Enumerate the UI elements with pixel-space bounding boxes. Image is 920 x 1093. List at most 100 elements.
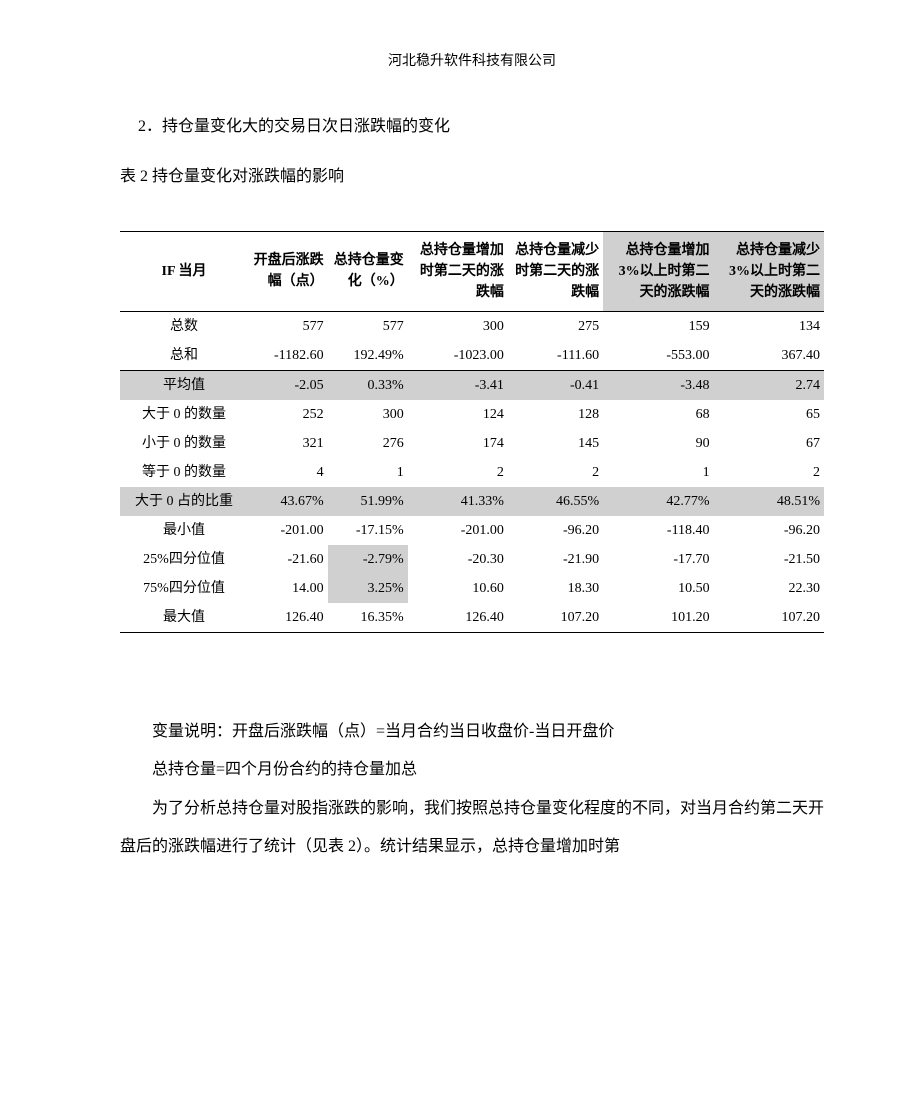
cell: 48.51% <box>714 487 824 516</box>
cell: 4 <box>248 458 328 487</box>
cell: -20.30 <box>408 545 508 574</box>
cell: 107.20 <box>714 603 824 633</box>
cell: 276 <box>328 429 408 458</box>
row-label: 等于 0 的数量 <box>120 458 248 487</box>
cell: 159 <box>603 311 713 341</box>
table-row: 等于 0 的数量412212 <box>120 458 824 487</box>
cell: 126.40 <box>408 603 508 633</box>
col-header-6: 总持仓量减少 3%以上时第二天的涨跌幅 <box>714 231 824 311</box>
col-header-0: IF 当月 <box>120 231 248 311</box>
cell: -118.40 <box>603 516 713 545</box>
cell: 2 <box>508 458 603 487</box>
table-body: 总数577577300275159134总和-1182.60192.49%-10… <box>120 311 824 632</box>
table-header-row: IF 当月 开盘后涨跌幅（点） 总持仓量变化（%） 总持仓量增加时第二天的涨跌幅… <box>120 231 824 311</box>
cell: -553.00 <box>603 341 713 371</box>
cell: 126.40 <box>248 603 328 633</box>
cell: 321 <box>248 429 328 458</box>
col-header-2: 总持仓量变化（%） <box>328 231 408 311</box>
table-row: 总和-1182.60192.49%-1023.00-111.60-553.003… <box>120 341 824 371</box>
cell: 367.40 <box>714 341 824 371</box>
cell: -96.20 <box>508 516 603 545</box>
cell: -96.20 <box>714 516 824 545</box>
cell: 22.30 <box>714 574 824 603</box>
cell: 300 <box>328 400 408 429</box>
cell: 252 <box>248 400 328 429</box>
row-label: 25%四分位值 <box>120 545 248 574</box>
table-row: 大于 0 占的比重43.67%51.99%41.33%46.55%42.77%4… <box>120 487 824 516</box>
section-title: 2．持仓量变化大的交易日次日涨跌幅的变化 <box>138 112 824 142</box>
row-label: 75%四分位值 <box>120 574 248 603</box>
row-label: 总和 <box>120 341 248 371</box>
cell: 107.20 <box>508 603 603 633</box>
data-table: IF 当月 开盘后涨跌幅（点） 总持仓量变化（%） 总持仓量增加时第二天的涨跌幅… <box>120 231 824 633</box>
table-row: 最小值-201.00-17.15%-201.00-96.20-118.40-96… <box>120 516 824 545</box>
table-row: 75%四分位值14.003.25%10.6018.3010.5022.30 <box>120 574 824 603</box>
cell: -21.50 <box>714 545 824 574</box>
body-paragraph-3: 为了分析总持仓量对股指涨跌的影响，我们按照总持仓量变化程度的不同，对当月合约第二… <box>120 790 824 867</box>
cell: 192.49% <box>328 341 408 371</box>
cell: 128 <box>508 400 603 429</box>
col-header-1: 开盘后涨跌幅（点） <box>248 231 328 311</box>
cell: 275 <box>508 311 603 341</box>
cell: -21.90 <box>508 545 603 574</box>
table-caption: 表 2 持仓量变化对涨跌幅的影响 <box>120 162 824 192</box>
cell: 1 <box>328 458 408 487</box>
row-label: 大于 0 占的比重 <box>120 487 248 516</box>
cell: 46.55% <box>508 487 603 516</box>
table-row: 小于 0 的数量3212761741459067 <box>120 429 824 458</box>
cell: 300 <box>408 311 508 341</box>
cell: 174 <box>408 429 508 458</box>
cell: 3.25% <box>328 574 408 603</box>
row-label: 大于 0 的数量 <box>120 400 248 429</box>
row-label: 最小值 <box>120 516 248 545</box>
row-label: 总数 <box>120 311 248 341</box>
cell: 90 <box>603 429 713 458</box>
row-label: 小于 0 的数量 <box>120 429 248 458</box>
cell: -1023.00 <box>408 341 508 371</box>
table-row: 平均值-2.050.33%-3.41-0.41-3.482.74 <box>120 370 824 400</box>
cell: 134 <box>714 311 824 341</box>
cell: -2.79% <box>328 545 408 574</box>
col-header-5: 总持仓量增加 3%以上时第二天的涨跌幅 <box>603 231 713 311</box>
cell: 42.77% <box>603 487 713 516</box>
table-row: 最大值126.4016.35%126.40107.20101.20107.20 <box>120 603 824 633</box>
cell: 16.35% <box>328 603 408 633</box>
table-row: 总数577577300275159134 <box>120 311 824 341</box>
cell: 1 <box>603 458 713 487</box>
cell: 101.20 <box>603 603 713 633</box>
cell: 2 <box>408 458 508 487</box>
cell: 124 <box>408 400 508 429</box>
document-page: 河北稳升软件科技有限公司 2．持仓量变化大的交易日次日涨跌幅的变化 表 2 持仓… <box>0 0 920 926</box>
body-paragraph-2: 总持仓量=四个月份合约的持仓量加总 <box>120 751 824 789</box>
cell: 68 <box>603 400 713 429</box>
cell: 41.33% <box>408 487 508 516</box>
row-label: 平均值 <box>120 370 248 400</box>
cell: -17.70 <box>603 545 713 574</box>
cell: 145 <box>508 429 603 458</box>
cell: -3.48 <box>603 370 713 400</box>
cell: -2.05 <box>248 370 328 400</box>
cell: 10.50 <box>603 574 713 603</box>
cell: 18.30 <box>508 574 603 603</box>
cell: -3.41 <box>408 370 508 400</box>
cell: -0.41 <box>508 370 603 400</box>
cell: -111.60 <box>508 341 603 371</box>
body-paragraph-1: 变量说明：开盘后涨跌幅（点）=当月合约当日收盘价-当日开盘价 <box>120 713 824 751</box>
cell: 43.67% <box>248 487 328 516</box>
col-header-4: 总持仓量减少时第二天的涨跌幅 <box>508 231 603 311</box>
cell: 65 <box>714 400 824 429</box>
company-header: 河北稳升软件科技有限公司 <box>120 50 824 70</box>
col-header-3: 总持仓量增加时第二天的涨跌幅 <box>408 231 508 311</box>
cell: 14.00 <box>248 574 328 603</box>
table-row: 25%四分位值-21.60-2.79%-20.30-21.90-17.70-21… <box>120 545 824 574</box>
cell: -17.15% <box>328 516 408 545</box>
cell: 577 <box>328 311 408 341</box>
table-row: 大于 0 的数量2523001241286865 <box>120 400 824 429</box>
cell: 2 <box>714 458 824 487</box>
cell: 577 <box>248 311 328 341</box>
cell: 10.60 <box>408 574 508 603</box>
cell: 67 <box>714 429 824 458</box>
cell: -21.60 <box>248 545 328 574</box>
row-label: 最大值 <box>120 603 248 633</box>
cell: -201.00 <box>408 516 508 545</box>
